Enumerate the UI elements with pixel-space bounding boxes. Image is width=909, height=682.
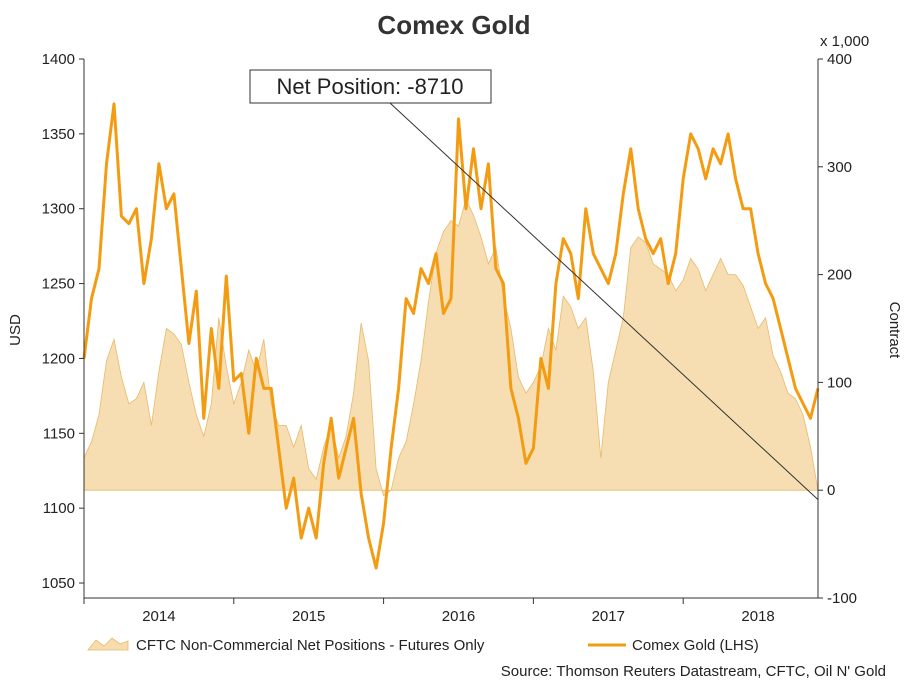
callout-pointer-line — [389, 102, 819, 500]
callout-box — [249, 69, 492, 104]
right-tick-label: 200 — [827, 267, 852, 284]
x-tick-label: 2014 — [142, 608, 175, 625]
plot-area — [82, 59, 820, 599]
x-tick-label: 2017 — [592, 608, 625, 625]
legend: CFTC Non-Commercial Net Positions - Futu… — [87, 637, 759, 654]
right-tick-label: 0 — [827, 482, 835, 499]
left-tick-label: 1200 — [42, 350, 75, 367]
left-tick-label: 1400 — [42, 51, 75, 68]
right-tick-label: -100 — [827, 590, 857, 607]
chart-title: Comex Gold — [377, 10, 530, 40]
x-tick-label: 2016 — [442, 608, 475, 625]
source-note: Source: Thomson Reuters Datastream, CFTC… — [501, 663, 886, 680]
left-axis-ticks: 1050 1100 1150 1200 1250 1300 1350 1400 — [42, 51, 84, 592]
right-axis-ticks: -100 0 100 200 300 400 — [818, 51, 857, 607]
gold-price-line — [82, 102, 820, 570]
left-tick-label: 1100 — [43, 500, 75, 517]
left-tick-label: 1250 — [42, 276, 75, 293]
right-tick-label: 400 — [827, 51, 852, 68]
net-positions-area-layer — [83, 197, 819, 497]
x-axis-ticks: 2014 2015 2016 2017 2018 — [83, 598, 775, 625]
legend-net-positions-label: CFTC Non-Commercial Net Positions - Futu… — [136, 637, 485, 654]
right-axis-label: Contract — [886, 302, 903, 360]
right-tick-label: 300 — [827, 159, 852, 176]
left-tick-label: 1150 — [43, 425, 75, 442]
left-tick-label: 1300 — [42, 201, 75, 218]
net-position-callout: Net Position: -8710 — [249, 69, 819, 500]
left-tick-label: 1050 — [42, 575, 75, 592]
right-axis-unit-label: x 1,000 — [820, 33, 869, 50]
callout-text: Net Position: -8710 — [276, 74, 463, 99]
x-tick-label: 2018 — [741, 608, 774, 625]
legend-net-positions-swatch — [87, 637, 129, 651]
legend-gold-label: Comex Gold (LHS) — [632, 637, 759, 654]
left-axis-label: USD — [7, 314, 24, 346]
right-tick-label: 100 — [827, 374, 852, 391]
x-tick-label: 2015 — [292, 608, 325, 625]
net-positions-area — [83, 197, 819, 497]
left-tick-label: 1350 — [42, 126, 75, 143]
gold-line-layer — [82, 102, 820, 570]
